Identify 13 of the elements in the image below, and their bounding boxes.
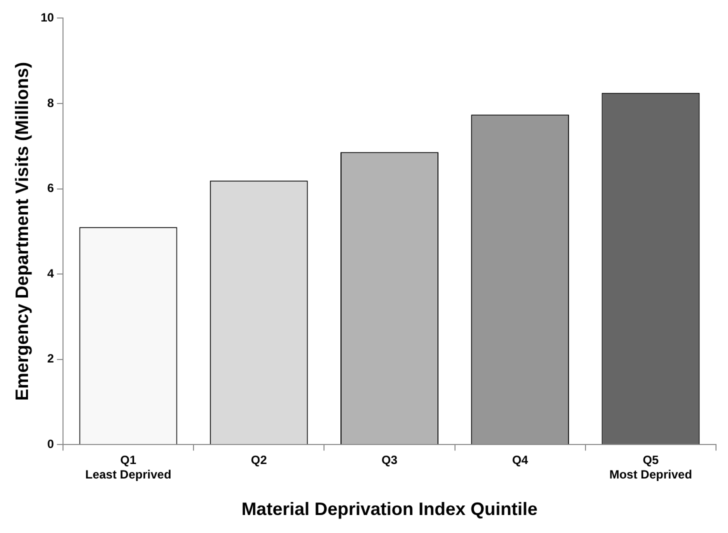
x-tick-label: Q2: [250, 453, 268, 468]
x-tick-label: Q4: [512, 453, 528, 468]
y-tick-label: 0: [47, 436, 54, 451]
x-axis-title: Material Deprivation Index Quintile: [241, 499, 538, 520]
x-tick-label: Q1 Least Deprived: [85, 453, 172, 482]
y-tick-label: 10: [40, 10, 54, 25]
x-tick-label: Q3: [381, 453, 398, 468]
y-tick-label: 8: [47, 96, 54, 110]
y-tick-label: 6: [47, 181, 54, 196]
x-tick-label: Q5 Most Deprived: [609, 453, 692, 482]
y-axis-title: Emergency Department Visits (Millions): [12, 62, 32, 401]
y-tick-label: 4: [47, 266, 54, 280]
y-tick-label: 2: [47, 352, 54, 366]
